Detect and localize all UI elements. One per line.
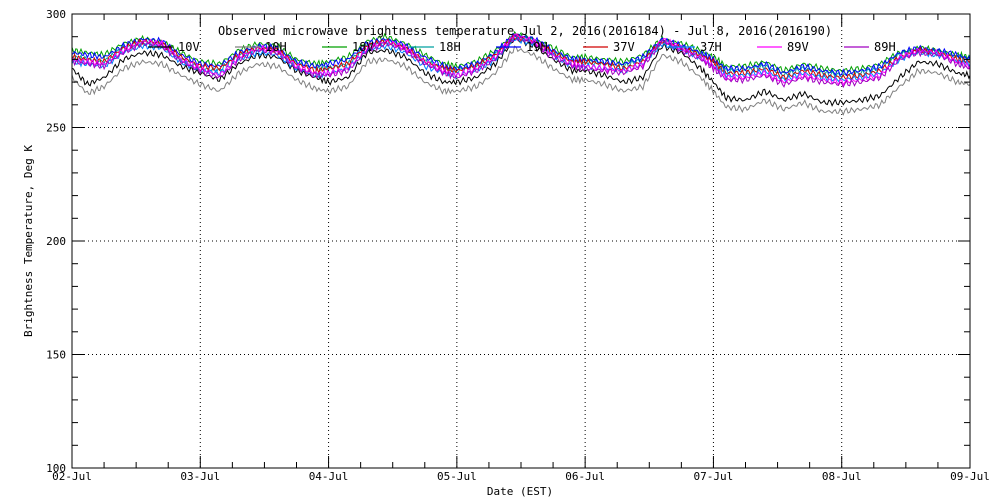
series-line-10H [71, 45, 971, 116]
series-line-89H [71, 34, 971, 89]
legend-label: 18V [352, 40, 374, 54]
legend-label: 89V [787, 40, 809, 54]
legend-label: 10V [178, 40, 200, 54]
x-axis: 02-Jul 03-Jul 04-Jul 05-Jul 06-Jul 07-Jul 08-J… [52, 14, 990, 483]
x-tick-label: 06-Jul [565, 470, 605, 483]
x-tick-label: 03-Jul [180, 470, 220, 483]
x-tick-label: 08-Jul [822, 470, 862, 483]
series-line-37H [71, 36, 971, 83]
legend: 10V 10H 18V 18H 19H 37V 37H 89V 89H [148, 40, 896, 54]
legend-label: 37V [613, 40, 635, 54]
chart-title: Observed microwave brightness temperatur… [218, 24, 832, 38]
x-tick-label: 07-Jul [694, 470, 734, 483]
grid-lines [72, 14, 970, 468]
x-tick-label: 04-Jul [309, 470, 349, 483]
y-tick-label: 150 [46, 349, 66, 362]
y-axis-title: Brightness Temperature, Deg K [22, 145, 35, 337]
x-axis-title: Date (EST) [487, 485, 553, 498]
series-line-89V [71, 33, 971, 86]
y-tick-label: 250 [46, 122, 66, 135]
y-axis: 100 150 200 250 300 [46, 8, 970, 475]
x-tick-label: 02-Jul [52, 470, 92, 483]
series-lines [71, 30, 971, 116]
y-tick-label: 300 [46, 8, 66, 21]
y-tick-label: 100 [46, 462, 66, 475]
x-tick-label: 05-Jul [437, 470, 477, 483]
legend-label: 18H [439, 40, 461, 54]
legend-label: 19H [526, 40, 548, 54]
x-tick-label: 09-Jul [950, 470, 990, 483]
legend-label: 37H [700, 40, 722, 54]
legend-label: 10H [265, 40, 287, 54]
legend-label: 89H [874, 40, 896, 54]
series-line-19H [71, 32, 971, 77]
y-tick-label: 200 [46, 235, 66, 248]
